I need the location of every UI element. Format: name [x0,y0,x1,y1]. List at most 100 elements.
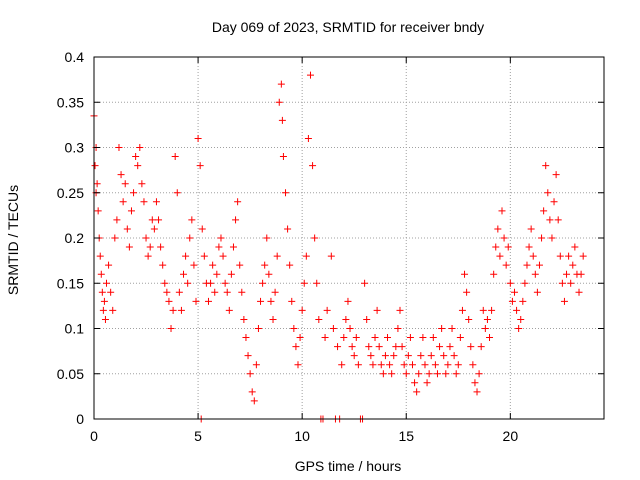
data-point [350,352,358,360]
data-points [90,71,587,423]
data-point [579,252,587,260]
x-tick-label: 5 [194,428,202,444]
data-point [554,216,562,224]
data-point [398,343,406,351]
data-point [550,198,558,206]
data-point [444,361,452,369]
data-point [565,252,573,260]
grid-lines [94,57,604,419]
data-point [492,243,500,251]
data-point [533,288,541,296]
data-point [144,252,152,260]
data-point [252,361,260,369]
data-point [155,216,163,224]
data-point [171,153,179,161]
data-point [138,180,146,188]
data-point [98,288,106,296]
data-point [165,297,173,305]
data-point [496,252,504,260]
data-point [101,315,109,323]
y-tick-label: 0.15 [57,275,84,291]
data-point [111,234,119,242]
data-point [406,334,414,342]
y-tick-label: 0.1 [65,321,85,337]
data-point [152,198,160,206]
data-point [552,171,560,179]
data-point [261,261,269,269]
data-point [481,325,489,332]
data-point [254,325,262,332]
data-point [450,352,458,360]
data-point [240,315,248,323]
data-point [286,261,294,269]
data-point [96,252,104,260]
data-point [148,216,156,224]
data-point [298,306,306,314]
data-point [467,343,475,351]
data-point [207,279,215,287]
data-point [354,361,362,369]
data-point [486,334,494,342]
data-point [390,352,398,360]
data-point [469,361,477,369]
data-point [282,189,290,197]
data-point [542,162,550,170]
data-point [523,261,531,269]
y-tick-label: 0.4 [65,49,85,65]
data-point [529,252,537,260]
data-point [211,288,219,296]
data-point [263,234,271,242]
data-point [130,189,138,197]
data-point [244,352,252,360]
data-point [461,270,469,278]
data-point [361,279,369,287]
data-point [209,261,217,269]
data-point [404,352,412,360]
data-point [119,198,127,206]
data-point [477,343,485,351]
data-point [521,279,529,287]
data-point [219,252,227,260]
data-point [344,297,352,305]
x-tick-label: 0 [90,428,98,444]
data-point [177,306,185,314]
data-point [198,225,206,233]
data-point [215,243,223,251]
data-point [236,261,244,269]
data-point [538,234,546,242]
data-point [105,261,113,269]
data-point [408,361,416,369]
data-point [242,334,250,342]
data-point [517,315,525,323]
data-point [142,234,150,242]
data-point [546,216,554,224]
data-point [506,279,514,287]
data-point [306,71,314,79]
data-point [229,243,237,251]
data-point [265,270,273,278]
data-point [93,180,101,188]
data-point [471,379,479,387]
data-point [502,261,510,269]
data-point [278,116,286,124]
data-point [508,297,516,305]
data-point [250,397,258,405]
data-point [440,352,448,360]
data-point [504,243,512,251]
data-point [321,334,329,342]
data-point [558,279,566,287]
data-point [475,370,483,378]
chart-title: Day 069 of 2023, SRMTID for receiver bnd… [212,19,484,35]
data-point [452,370,460,378]
data-point [217,234,225,242]
data-point [232,216,240,224]
data-point [136,144,144,151]
data-point [483,315,491,323]
data-point [411,379,419,387]
data-point [182,252,190,260]
data-point [421,361,429,369]
data-point [446,343,454,351]
data-point [535,261,543,269]
data-point [267,297,275,305]
